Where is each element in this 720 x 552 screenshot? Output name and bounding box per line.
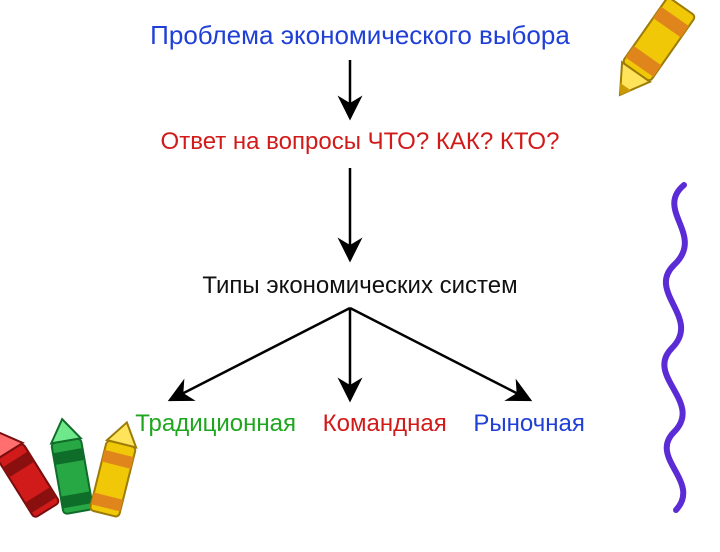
crayons-icon [0, 402, 160, 552]
leaf-command: Командная [323, 410, 447, 438]
squiggle-icon [644, 180, 714, 520]
node-systems: Типы экономических систем [0, 272, 720, 300]
title-text: Проблема экономического выбора [150, 20, 570, 50]
leaf-market: Рыночная [473, 410, 584, 438]
questions-text: Ответ на вопросы ЧТО? КАК? КТО? [161, 128, 560, 155]
crayon-icon [596, 0, 720, 124]
node-questions: Ответ на вопросы ЧТО? КАК? КТО? [0, 128, 720, 156]
systems-text: Типы экономических систем [202, 272, 517, 299]
